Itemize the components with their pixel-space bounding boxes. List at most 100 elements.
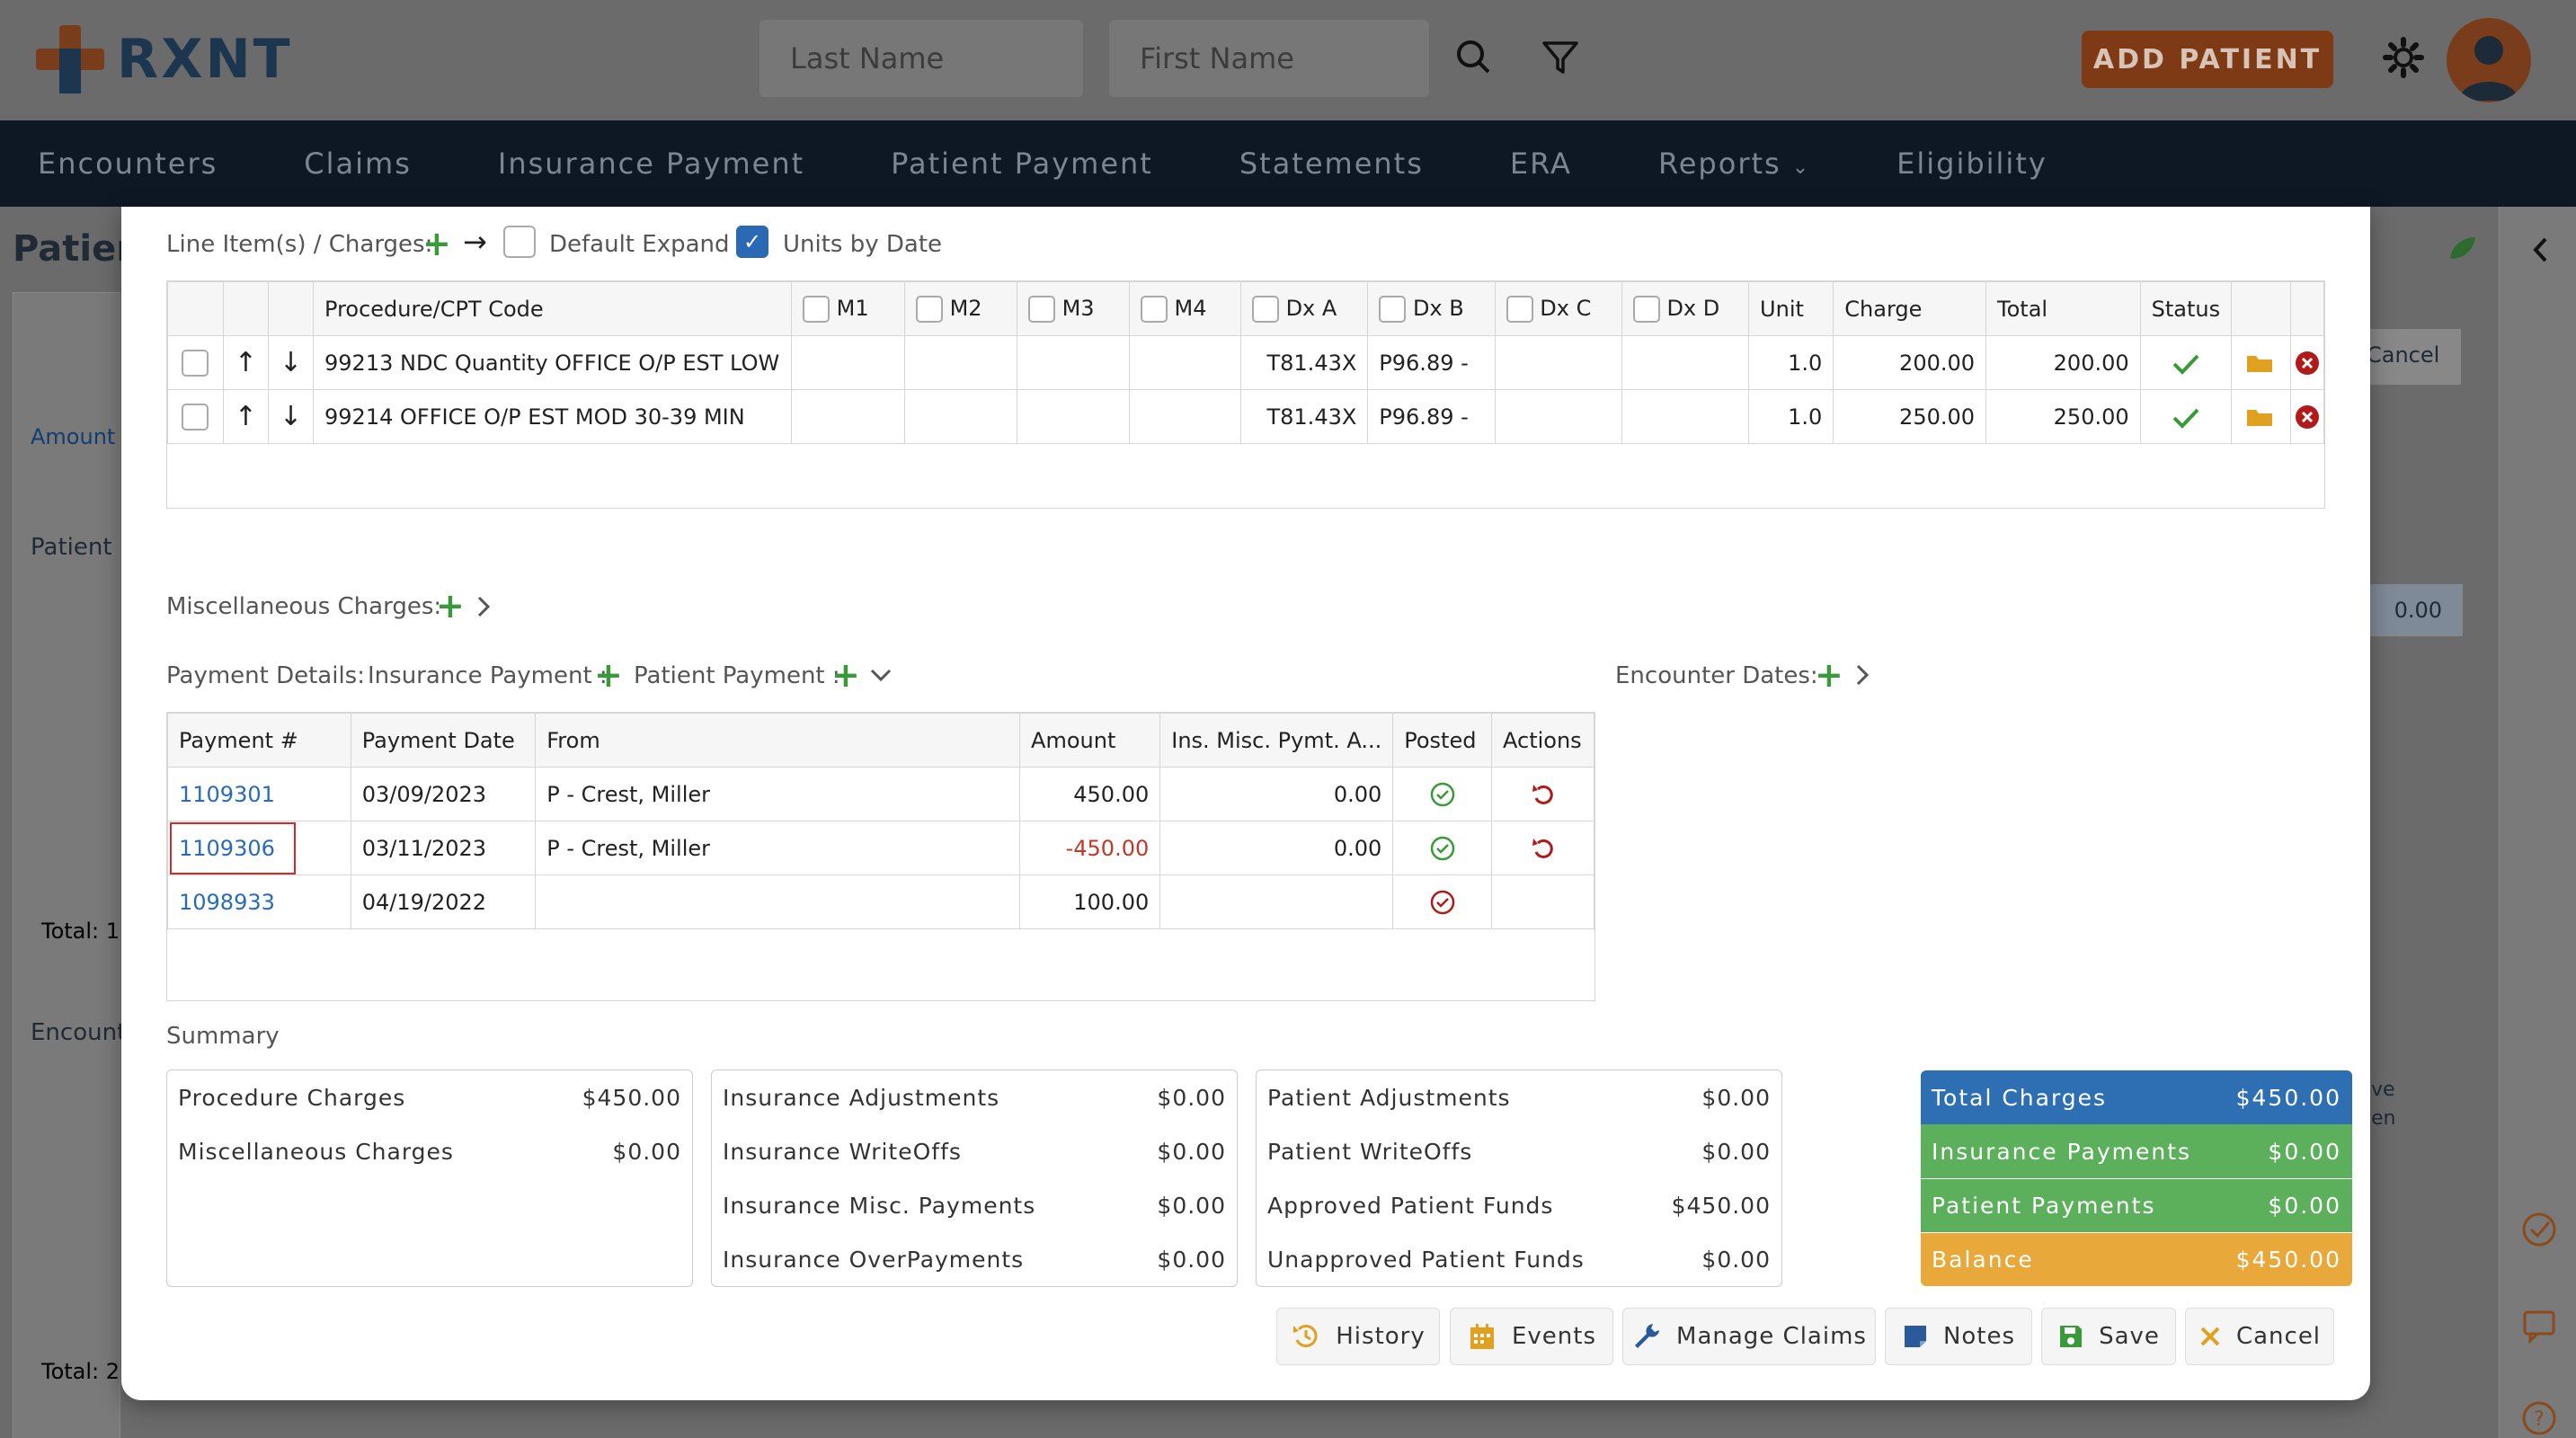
posted-check-icon [1430, 836, 1454, 860]
m1-checkbox[interactable] [802, 295, 830, 323]
chat-icon[interactable] [2519, 1305, 2559, 1345]
dx-c-cell[interactable] [1494, 335, 1622, 390]
bg-cancel-label: Cancel [2367, 342, 2440, 368]
m4-cell[interactable] [1128, 389, 1241, 444]
nav-era[interactable]: ERA [1509, 146, 1572, 181]
payment-number-link[interactable]: 1109306 [179, 835, 275, 861]
arrow-up-icon[interactable]: ↑ [222, 335, 269, 390]
filter-icon[interactable] [1535, 32, 1586, 83]
dx-c-checkbox[interactable] [1506, 295, 1533, 323]
default-expand-checkbox[interactable] [503, 226, 536, 258]
dx-d-cell[interactable] [1621, 335, 1750, 390]
rxnt-logo[interactable]: RXNT [36, 25, 293, 93]
undo-icon[interactable] [1530, 835, 1557, 862]
dx-d-cell[interactable] [1621, 389, 1750, 444]
payment-number-link[interactable]: 1109301 [179, 781, 275, 807]
m4-checkbox[interactable] [1140, 295, 1168, 323]
dx-b-checkbox[interactable] [1379, 295, 1407, 323]
check-circle-icon[interactable] [2519, 1210, 2559, 1249]
m2-checkbox[interactable] [915, 295, 943, 323]
nav-statements[interactable]: Statements [1239, 146, 1424, 181]
arrow-down-icon[interactable]: ↓ [267, 389, 315, 444]
m4-cell[interactable] [1128, 335, 1241, 390]
table-row[interactable]: 1098933 04/19/2022 100.00 [167, 874, 1594, 929]
m3-cell[interactable] [1016, 335, 1130, 390]
row-select-checkbox[interactable] [182, 349, 209, 377]
row-select-checkbox[interactable] [182, 403, 209, 431]
table-row[interactable]: 1109306 03/11/2023 P - Crest, Miller -45… [167, 821, 1594, 875]
charge-cell[interactable]: 200.00 [1833, 335, 1987, 390]
add-patient-button[interactable]: ADD PATIENT [2082, 31, 2333, 88]
m2-cell[interactable] [903, 335, 1017, 390]
save-button[interactable]: Save [2041, 1308, 2176, 1365]
nav-eligibility[interactable]: Eligibility [1896, 146, 2047, 181]
dx-d-checkbox[interactable] [1632, 295, 1660, 323]
chevron-right-icon[interactable] [475, 595, 492, 618]
delete-icon[interactable] [2295, 351, 2320, 376]
charge-cell[interactable]: 250.00 [1833, 389, 1987, 444]
folder-icon[interactable] [2245, 406, 2276, 430]
m1-cell[interactable] [790, 389, 905, 444]
dx-a-checkbox[interactable] [1251, 295, 1279, 323]
summary-label: Patient Adjustments [1267, 1084, 1511, 1111]
add-patient-payment-icon[interactable]: + [831, 655, 860, 695]
bg-value-cell: 0.00 [2364, 584, 2463, 636]
units-by-date-checkbox[interactable]: ✓ [736, 226, 768, 258]
m1-cell[interactable] [790, 335, 905, 390]
nav-patient-payment[interactable]: Patient Payment [891, 146, 1153, 181]
procedure-code[interactable]: 99213 NDC Quantity OFFICE O/P EST LOW [313, 335, 792, 390]
dx-b-cell[interactable]: P96.89 - [1367, 335, 1496, 390]
arrow-down-icon[interactable]: ↓ [267, 335, 315, 390]
chevron-down-icon[interactable] [869, 667, 893, 683]
add-encounter-date-icon[interactable]: + [1815, 655, 1843, 695]
m3-checkbox[interactable] [1027, 295, 1055, 323]
m2-cell[interactable] [903, 389, 1017, 444]
last-name-input[interactable] [759, 20, 1083, 97]
arrow-right-icon[interactable]: → [463, 225, 487, 259]
first-name-input[interactable] [1109, 20, 1429, 97]
unit-cell[interactable]: 1.0 [1748, 389, 1834, 444]
arrow-up-icon[interactable]: ↑ [222, 389, 269, 444]
gear-icon[interactable] [2378, 32, 2429, 83]
dx-a-cell[interactable]: T81.43X [1239, 335, 1369, 390]
encounter-dates-label: Encounter Dates: [1615, 662, 1818, 689]
notes-label: Notes [1942, 1323, 2016, 1350]
table-row[interactable]: ↑ ↓ 99213 NDC Quantity OFFICE O/P EST LO… [167, 335, 2325, 390]
search-icon[interactable] [1449, 32, 1499, 83]
nav-reports[interactable]: Reports ⌄ [1658, 146, 1810, 181]
help-icon[interactable]: ? [2519, 1398, 2559, 1438]
bg-left-panel [13, 292, 120, 1438]
chevron-left-icon[interactable] [2530, 235, 2550, 264]
undo-icon[interactable] [1530, 781, 1557, 808]
folder-icon[interactable] [2245, 352, 2276, 376]
insurance-payment-label: Insurance Payment : [368, 662, 608, 689]
nav-insurance-payment[interactable]: Insurance Payment [497, 146, 805, 181]
m3-cell[interactable] [1016, 389, 1130, 444]
manage-claims-button[interactable]: Manage Claims [1622, 1308, 1876, 1365]
history-button[interactable]: History [1276, 1308, 1440, 1365]
dx-a-cell[interactable]: T81.43X [1239, 389, 1369, 444]
dx-c-cell[interactable] [1494, 389, 1622, 444]
total-charges-row: Total Charges $450.00 [1921, 1070, 2352, 1124]
add-misc-charge-icon[interactable]: + [436, 586, 465, 626]
unit-cell[interactable]: 1.0 [1748, 335, 1834, 390]
add-line-item-icon[interactable]: + [422, 224, 451, 263]
col-charge: Charge [1833, 281, 1987, 336]
notes-button[interactable]: Notes [1885, 1308, 2032, 1365]
table-row[interactable]: 1109301 03/09/2023 P - Crest, Miller 450… [167, 767, 1594, 821]
delete-icon[interactable] [2295, 404, 2320, 430]
dx-b-cell[interactable]: P96.89 - [1367, 389, 1496, 444]
payment-number-link[interactable]: 1098933 [179, 889, 275, 915]
right-rail: ? [2499, 207, 2576, 1438]
user-avatar[interactable] [2447, 18, 2531, 102]
col-move-up [222, 281, 269, 336]
table-row[interactable]: ↑ ↓ 99214 OFFICE O/P EST MOD 30-39 MIN T… [167, 389, 2325, 444]
nav-encounters[interactable]: Encounters [38, 146, 218, 181]
cancel-button[interactable]: Cancel [2185, 1308, 2334, 1365]
add-insurance-payment-icon[interactable]: + [594, 655, 623, 695]
procedure-code[interactable]: 99214 OFFICE O/P EST MOD 30-39 MIN [313, 389, 792, 444]
nav-claims[interactable]: Claims [304, 146, 412, 181]
chevron-right-icon[interactable] [1854, 663, 1870, 687]
events-button[interactable]: Events [1450, 1308, 1613, 1365]
history-label: History [1336, 1323, 1426, 1350]
